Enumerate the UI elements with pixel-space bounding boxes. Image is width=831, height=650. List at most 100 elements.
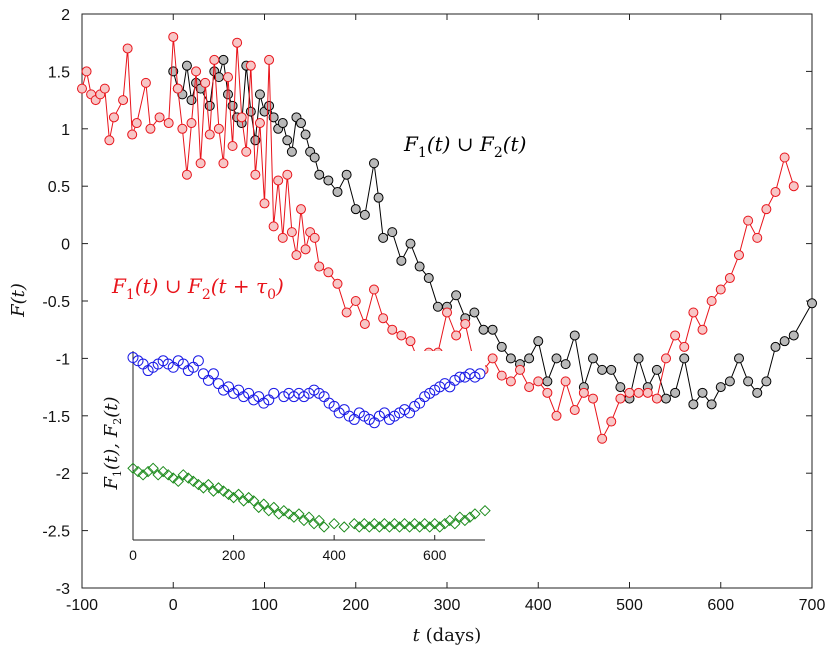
data-point	[104, 135, 115, 146]
y-tick-label: -2.5	[42, 524, 70, 541]
data-point	[578, 387, 589, 398]
inset-diamond-point	[373, 521, 386, 533]
inset-diamond-point	[177, 469, 189, 481]
data-point	[273, 175, 284, 186]
y-tick-label: -1	[56, 351, 70, 368]
data-point	[122, 43, 133, 54]
inset-circle-point	[207, 368, 219, 380]
data-point	[661, 353, 671, 364]
inset-diamond-point	[429, 517, 441, 530]
data-point	[524, 353, 535, 364]
data-point	[734, 353, 744, 364]
inset-diamond-point	[202, 478, 215, 491]
data-point	[770, 341, 781, 352]
inset-diamond-point	[152, 469, 164, 481]
data-point	[387, 227, 398, 238]
y-tick-label: -3	[56, 581, 70, 598]
data-point	[186, 118, 197, 129]
data-point	[300, 129, 311, 140]
data-point	[715, 284, 726, 295]
data-point	[245, 106, 256, 117]
inset-diamond-point	[187, 475, 200, 488]
data-point	[369, 158, 379, 169]
data-point	[309, 152, 320, 163]
data-point	[341, 307, 352, 318]
inset-diamond-point	[142, 465, 154, 478]
data-point	[127, 129, 138, 140]
data-point	[81, 66, 92, 77]
inset-diamond-point	[288, 511, 300, 523]
data-point	[223, 72, 233, 83]
inset-diamond-point	[439, 517, 451, 530]
main-series	[77, 31, 817, 444]
inset-diamond-point	[418, 517, 431, 530]
inset-diamond-point	[393, 521, 406, 533]
data-point	[314, 169, 325, 180]
y-tick-label: -2	[56, 466, 70, 483]
inset-diamond-point	[444, 514, 456, 527]
data-point	[218, 158, 229, 169]
inset-diamond-point	[137, 469, 149, 481]
data-point	[264, 100, 275, 111]
data-point	[350, 204, 361, 215]
data-point	[195, 158, 206, 169]
inset-circle-point	[192, 355, 204, 367]
inset-diamond-point	[449, 517, 461, 530]
data-point	[378, 232, 389, 243]
y-tick-label: 0.5	[48, 179, 70, 196]
data-point	[405, 336, 416, 347]
inset-diamond-point	[464, 511, 476, 523]
data-point	[442, 307, 452, 318]
data-point	[282, 135, 293, 146]
inset-diamond-point	[197, 482, 210, 494]
y-tick-label: 1	[61, 122, 70, 139]
inset-diamond-point	[353, 521, 365, 533]
inset-diamond-point	[459, 514, 471, 527]
inset-diamond-point	[278, 504, 290, 517]
data-point	[250, 169, 261, 180]
inset-x-tick-label: 0	[129, 547, 137, 563]
x-tick-label: -100	[66, 597, 98, 614]
main-y-axis-label: F(t)	[8, 283, 29, 318]
data-point	[296, 204, 306, 215]
data-point	[250, 135, 261, 146]
y-tick-label: 0	[61, 237, 70, 254]
inset-diamond-point	[388, 517, 401, 530]
inset-x-ticks: 0 200 400 600	[129, 535, 447, 563]
data-point	[396, 255, 407, 266]
data-point	[697, 324, 708, 335]
data-point	[254, 89, 265, 100]
x-tick-label: 200	[342, 597, 369, 614]
data-point	[524, 382, 535, 393]
data-point	[724, 273, 735, 284]
inset-diamond-point	[338, 521, 350, 533]
data-point	[487, 353, 498, 364]
data-point	[332, 186, 343, 197]
inset-diamond-point	[293, 508, 305, 520]
data-point	[642, 387, 653, 398]
data-point	[560, 376, 571, 387]
data-point	[515, 364, 525, 375]
data-point	[186, 95, 197, 106]
data-point	[359, 209, 370, 220]
data-point	[209, 54, 220, 65]
data-point	[277, 118, 288, 129]
data-point	[588, 393, 598, 404]
inset-diamond-point	[247, 495, 260, 507]
inset-diamond-point	[253, 501, 265, 514]
data-point	[296, 118, 306, 129]
data-point	[282, 169, 293, 180]
inset-diamond-point	[469, 508, 481, 520]
data-point	[670, 330, 681, 341]
data-point	[697, 387, 708, 398]
inset-diamond-point	[308, 517, 320, 530]
data-point	[487, 324, 498, 335]
data-point	[118, 95, 129, 106]
inset-series	[127, 352, 491, 533]
data-point	[268, 221, 279, 232]
inset-diamond-point	[258, 498, 270, 510]
data-point	[624, 387, 635, 398]
data-point	[633, 387, 644, 398]
data-point	[241, 146, 252, 157]
